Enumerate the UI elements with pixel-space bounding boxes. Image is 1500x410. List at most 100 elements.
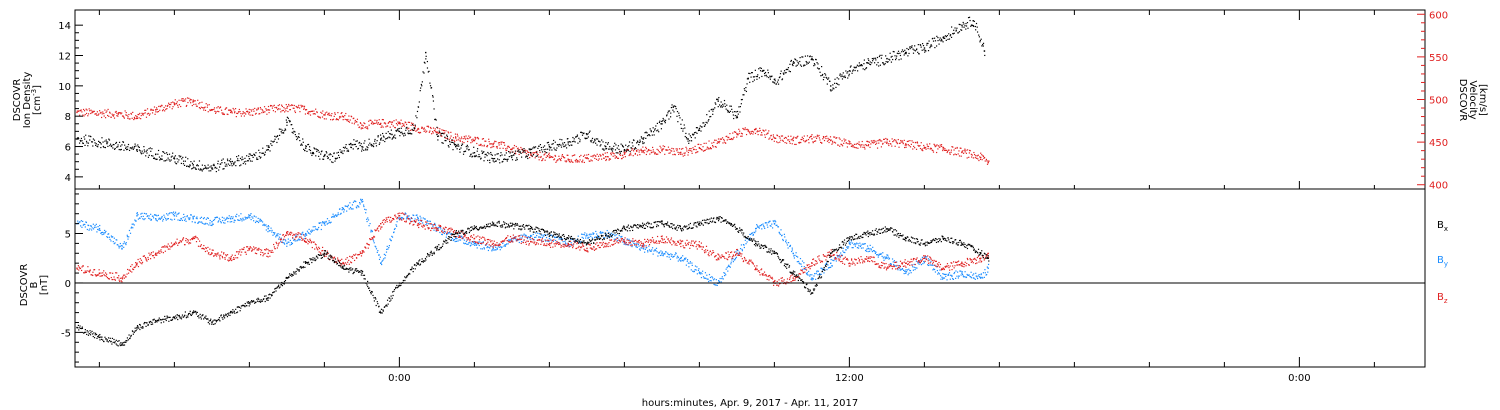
bz-series-sample xyxy=(353,254,355,256)
velocity-series-sample xyxy=(813,140,816,142)
velocity-series-sample xyxy=(382,119,384,121)
velocity-series-sample xyxy=(527,151,529,153)
velocity-series-sample xyxy=(752,131,755,133)
velocity-series-sample xyxy=(890,143,892,145)
velocity-series-sample xyxy=(108,115,110,117)
by-series-sample xyxy=(271,231,273,233)
density-series-sample xyxy=(665,115,668,117)
by-series-point xyxy=(867,247,869,250)
density-series-sample xyxy=(240,164,242,166)
bz-series-sample xyxy=(165,246,167,248)
by-series-sample xyxy=(866,248,868,250)
by-series-sample xyxy=(279,233,281,235)
density-series-sample xyxy=(160,157,162,160)
bz-series-sample xyxy=(121,281,123,283)
by-series-sample xyxy=(132,223,134,225)
velocity-series-sample xyxy=(791,143,793,145)
velocity-series-sample xyxy=(643,152,645,154)
density-series-sample xyxy=(797,63,800,65)
bz-series-sample xyxy=(276,247,278,249)
by-series-sample xyxy=(902,269,905,271)
density-series-sample xyxy=(877,61,879,64)
by-series-sample xyxy=(311,229,313,231)
velocity-series-sample xyxy=(132,111,134,113)
velocity-series-sample xyxy=(600,158,603,160)
density-series-sample xyxy=(723,99,726,102)
bz-series-sample xyxy=(253,246,255,248)
by-series-sample xyxy=(437,227,440,229)
velocity-series-sample xyxy=(790,139,792,141)
density-series-sample xyxy=(113,144,115,146)
by-series-sample xyxy=(136,212,138,214)
velocity-series-sample xyxy=(748,132,751,134)
density-series-sample xyxy=(457,145,459,147)
density-series-sample xyxy=(324,153,326,156)
velocity-series-sample xyxy=(934,146,936,148)
bz-series-sample xyxy=(149,258,152,260)
bz-series-point xyxy=(76,267,78,269)
density-series-sample xyxy=(839,74,841,76)
density-series-sample xyxy=(456,148,458,150)
density-series-sample xyxy=(305,145,307,147)
by-series-sample xyxy=(360,199,362,202)
top-left-tick-label: 14 xyxy=(58,21,71,32)
velocity-series-sample xyxy=(201,101,203,103)
by-series-sample xyxy=(610,234,612,236)
density-series-sample xyxy=(873,57,875,59)
velocity-series-sample xyxy=(760,134,762,136)
by-series-sample xyxy=(840,252,842,254)
bz-series-sample xyxy=(124,274,126,276)
by-series-sample xyxy=(253,220,255,222)
velocity-series-sample xyxy=(454,140,456,143)
bz-series-sample xyxy=(293,233,295,235)
top-left-tick-label: 12 xyxy=(58,52,71,63)
bz-series-sample xyxy=(287,234,289,236)
bz-series-sample xyxy=(120,280,122,282)
bz-series-point xyxy=(436,227,438,230)
bz-series-sample xyxy=(84,270,86,272)
density-series-sample xyxy=(78,142,81,144)
density-series-sample xyxy=(545,148,547,150)
velocity-series-sample xyxy=(381,118,383,121)
bz-series-point xyxy=(380,223,382,225)
by-series-sample xyxy=(784,241,787,243)
density-series-sample xyxy=(110,145,113,148)
velocity-series-sample xyxy=(916,141,918,143)
velocity-series-sample xyxy=(667,149,669,151)
density-series-sample xyxy=(717,98,719,100)
by-series-sample xyxy=(923,262,925,264)
by-series-sample xyxy=(327,222,329,224)
velocity-series-sample xyxy=(543,154,545,156)
velocity-series-sample xyxy=(979,158,982,161)
by-series-sample xyxy=(141,212,143,214)
velocity-series-sample xyxy=(139,112,141,115)
density-series-sample xyxy=(407,133,410,135)
velocity-series-sample xyxy=(170,102,172,104)
by-series-sample xyxy=(656,251,658,253)
bz-series-sample xyxy=(366,243,368,245)
by-series-sample xyxy=(550,239,552,241)
density-series-sample xyxy=(247,160,249,162)
by-series-sample xyxy=(763,226,765,228)
by-series-sample xyxy=(466,243,468,245)
density-series-sample xyxy=(149,147,151,149)
density-series-sample xyxy=(557,144,559,146)
velocity-series-sample xyxy=(166,108,168,110)
density-series-sample xyxy=(173,156,175,158)
by-series-point xyxy=(811,277,813,279)
by-series-sample xyxy=(691,264,693,267)
by-series-sample xyxy=(939,275,942,277)
bz-series-sample xyxy=(233,256,235,259)
velocity-series-sample xyxy=(84,113,86,116)
by-series-sample xyxy=(299,239,301,241)
by-series-sample xyxy=(123,246,125,248)
bz-series-sample xyxy=(223,252,225,254)
velocity-series-sample xyxy=(489,143,492,145)
velocity-series-sample xyxy=(469,137,471,139)
bz-series-sample xyxy=(404,213,406,215)
velocity-series-sample xyxy=(878,142,880,144)
density-series-sample xyxy=(455,143,457,146)
by-series-sample xyxy=(741,248,743,251)
by-series-sample xyxy=(556,241,558,243)
velocity-series-sample xyxy=(107,108,109,111)
